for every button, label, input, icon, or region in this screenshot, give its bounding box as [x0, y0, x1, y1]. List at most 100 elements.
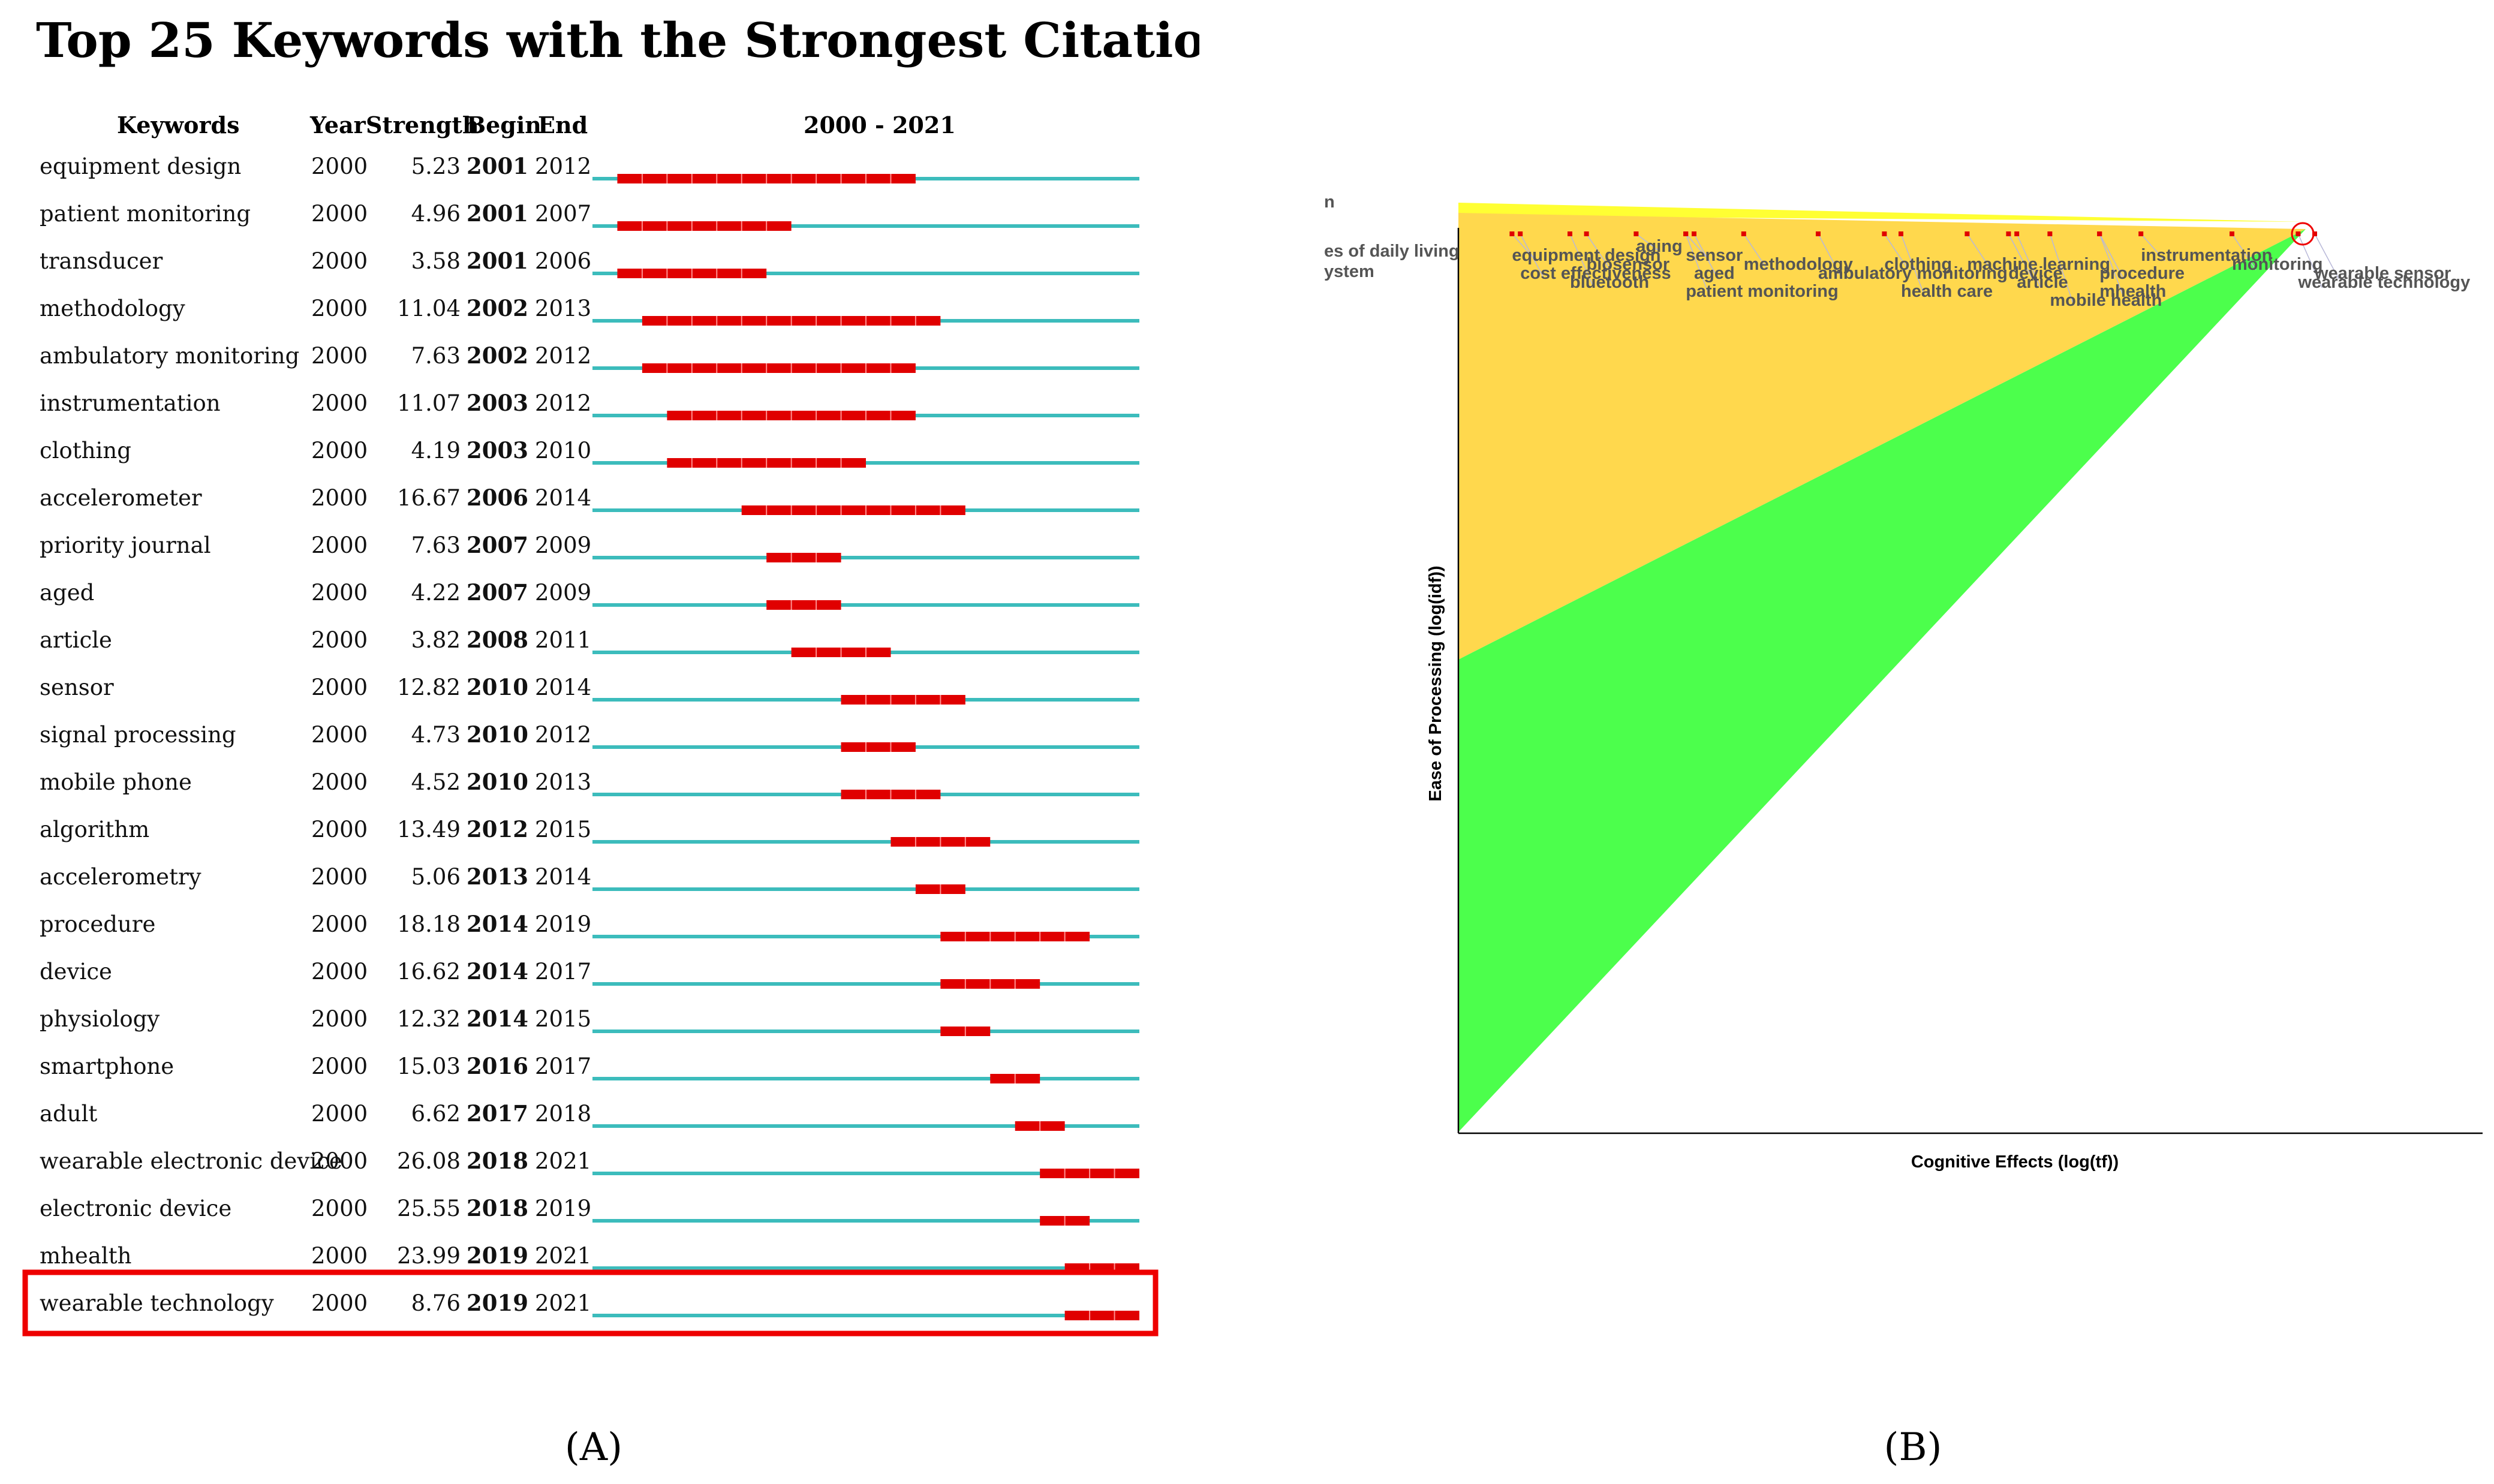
- year-value: 2000: [311, 1053, 368, 1079]
- keyword-link: [1569, 233, 1595, 288]
- x-axis-label: Cognitive Effects (log(tf)): [1911, 1152, 2119, 1172]
- begin-value: 2001: [467, 248, 528, 274]
- keyword-point-label: cost effectiveness: [1520, 264, 1671, 283]
- begin-value: 2016: [467, 1053, 528, 1079]
- begin-value: 2006: [467, 484, 528, 511]
- strength-value: 12.82: [397, 675, 461, 700]
- keyword-point-label: methodology: [1744, 255, 1853, 274]
- column-header-strength: Strength: [366, 112, 479, 139]
- keyword-link: [1520, 233, 1545, 279]
- panel-b-caption: (B): [1884, 1425, 1942, 1470]
- begin-value: 2013: [467, 863, 528, 890]
- column-header-timeline: 2000 - 2021: [804, 112, 956, 139]
- end-value: 2012: [535, 722, 591, 748]
- keyword-point: [2138, 231, 2144, 236]
- keyword-point: [1509, 231, 1515, 236]
- column-header-year: Year: [309, 112, 366, 139]
- keyword-point-label: monitoring: [2232, 255, 2322, 274]
- strength-value: 4.52: [411, 769, 461, 795]
- year-value: 2000: [311, 959, 368, 985]
- keyword-point: [2296, 231, 2301, 236]
- strength-value: 6.62: [411, 1101, 461, 1127]
- keyword-point: [2312, 231, 2317, 236]
- year-value: 2000: [311, 248, 368, 274]
- year-value: 2000: [311, 1243, 368, 1269]
- end-value: 2009: [535, 580, 591, 606]
- strength-value: 8.76: [411, 1290, 461, 1316]
- strength-value: 15.03: [397, 1053, 461, 1079]
- strength-value: 26.08: [397, 1148, 461, 1174]
- strength-value: 4.22: [411, 580, 461, 606]
- keyword-label: accelerometer: [40, 485, 202, 511]
- keyword-point-label: mobile health: [2050, 291, 2162, 310]
- keyword-point-label: ambulatory monitoring: [1818, 264, 2008, 283]
- begin-value: 2014: [467, 1006, 528, 1032]
- citation-burst-panel: Top 25 Keywords with the Strongest Citat…: [22, 12, 1199, 1470]
- end-value: 2014: [535, 485, 591, 511]
- burst-bar: [617, 221, 792, 231]
- begin-value: 2007: [467, 532, 528, 558]
- keyword-point: [1816, 231, 1821, 236]
- keyword-label: physiology: [40, 1006, 160, 1032]
- strength-value: 11.07: [397, 390, 461, 416]
- year-value: 2000: [311, 911, 368, 937]
- keyword-point: [2230, 231, 2234, 236]
- burst-bar: [1064, 1311, 1139, 1320]
- keyword-link: [2140, 233, 2165, 261]
- keyword-point: [1741, 231, 1746, 236]
- keyword-point-label: wearable sensor: [2314, 264, 2451, 283]
- keyword-label: ambulatory monitoring: [40, 343, 299, 369]
- begin-value: 2001: [467, 153, 528, 179]
- strength-value: 16.67: [397, 485, 461, 511]
- keyword-link: [1743, 233, 1768, 270]
- keyword-link: [1635, 233, 1660, 252]
- strength-value: 3.58: [411, 248, 461, 274]
- end-value: 2021: [535, 1290, 591, 1316]
- keyword-point-label: sensor: [1686, 246, 1743, 265]
- begin-value: 2019: [467, 1242, 528, 1269]
- year-value: 2000: [311, 201, 368, 227]
- strength-value: 7.63: [411, 532, 461, 558]
- end-value: 2015: [535, 817, 591, 842]
- keyword-point-label: aging: [1636, 237, 1682, 256]
- begin-value: 2012: [467, 816, 528, 842]
- upper-triangle-region: [1458, 213, 2306, 660]
- keyword-label: sensor: [40, 675, 114, 700]
- begin-value: 2003: [467, 437, 528, 463]
- end-value: 2007: [535, 201, 591, 227]
- keyword-point: [2006, 231, 2011, 236]
- keyword-point-label: health care: [1901, 282, 1993, 301]
- year-value: 2000: [311, 485, 368, 511]
- edge-label-daily-living: es of daily living: [1324, 242, 1460, 261]
- keyword-label: accelerometry: [40, 864, 201, 890]
- end-value: 2021: [535, 1243, 591, 1269]
- begin-value: 2018: [467, 1195, 528, 1221]
- end-value: 2009: [535, 532, 591, 558]
- edge-label-n: n: [1324, 192, 1335, 212]
- keyword-point-label: machine learning: [1967, 255, 2110, 274]
- end-value: 2012: [535, 390, 591, 416]
- keyword-point-label: bluetooth: [1570, 273, 1649, 292]
- keyword-point: [1584, 231, 1589, 236]
- end-value: 2012: [535, 343, 591, 369]
- keyword-point: [1899, 231, 1903, 236]
- end-value: 2006: [535, 248, 591, 274]
- burst-bar: [841, 695, 965, 705]
- keyword-link: [2314, 233, 2339, 279]
- keyword-point: [1882, 231, 1887, 236]
- end-value: 2013: [535, 769, 591, 795]
- year-value: 2000: [311, 769, 368, 795]
- year-value: 2000: [311, 627, 368, 653]
- year-value: 2000: [311, 296, 368, 321]
- end-value: 2019: [535, 911, 591, 937]
- year-value: 2000: [311, 390, 368, 416]
- year-value: 2000: [311, 722, 368, 748]
- panel-a-caption: (A): [565, 1425, 622, 1470]
- year-value: 2000: [311, 580, 368, 606]
- year-value: 2000: [311, 675, 368, 700]
- keyword-point-label: biosensor: [1587, 255, 1670, 274]
- burst-rows: equipment design 2000 5.23 2001 2012patient …: [40, 153, 1139, 1320]
- begin-value: 2018: [467, 1148, 528, 1174]
